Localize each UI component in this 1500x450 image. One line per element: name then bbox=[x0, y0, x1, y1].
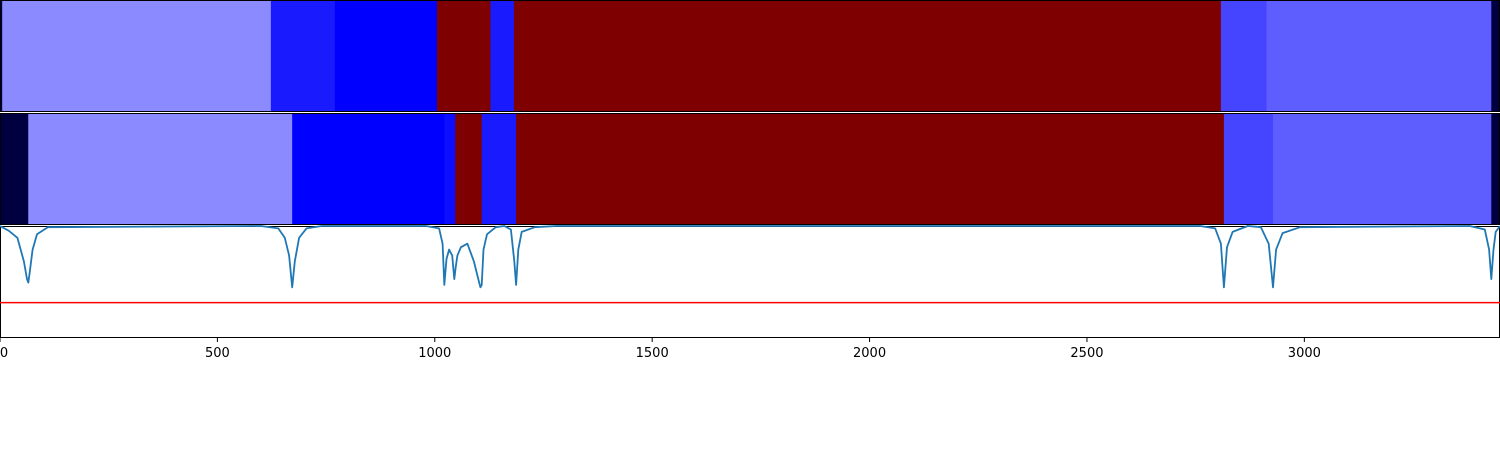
heatmap-cell bbox=[490, 0, 515, 112]
heatmap-cell bbox=[481, 113, 517, 225]
heatmap-cell bbox=[1223, 113, 1274, 225]
heatmap-cell bbox=[455, 113, 483, 225]
heatmap-cell bbox=[2, 0, 272, 112]
heatmap-cell bbox=[1491, 113, 1500, 225]
x-tick-label: 2500 bbox=[1070, 346, 1103, 361]
heatmap-cell bbox=[334, 0, 438, 112]
x-tick-label: 2000 bbox=[853, 346, 886, 361]
heatmap-cell bbox=[1220, 0, 1268, 112]
heatmap-cell bbox=[292, 113, 445, 225]
heatmap-cell bbox=[1491, 0, 1500, 112]
line-panel-frame bbox=[0, 226, 1500, 338]
heatmap-cell bbox=[1273, 113, 1492, 225]
heatmap-rows bbox=[0, 0, 1500, 225]
heatmap-cell bbox=[270, 0, 336, 112]
heatmap-cell bbox=[516, 113, 1225, 225]
heatmap-row-2 bbox=[0, 113, 1500, 225]
heatmap-cell bbox=[0, 113, 29, 225]
x-tick-label: 3000 bbox=[1288, 346, 1321, 361]
x-tick-label: 1000 bbox=[418, 346, 451, 361]
line-panel bbox=[0, 225, 1500, 338]
heatmap-cell bbox=[444, 113, 456, 225]
heatmap-cell bbox=[513, 0, 1222, 112]
series-lines bbox=[0, 225, 1500, 289]
x-axis: 0 500 1000 1500 2000 2500 3000 bbox=[0, 338, 1321, 361]
x-tick-label: 0 bbox=[0, 346, 8, 361]
heatmap-cell bbox=[436, 0, 491, 112]
series-line bbox=[0, 225, 1500, 289]
heatmap-cell bbox=[1266, 0, 1492, 112]
heatmap-cell bbox=[28, 113, 293, 225]
heatmap-cell bbox=[0, 0, 3, 112]
heatmap-row-1 bbox=[0, 0, 1500, 112]
x-tick-label: 500 bbox=[205, 346, 230, 361]
x-tick-label: 1500 bbox=[636, 346, 669, 361]
